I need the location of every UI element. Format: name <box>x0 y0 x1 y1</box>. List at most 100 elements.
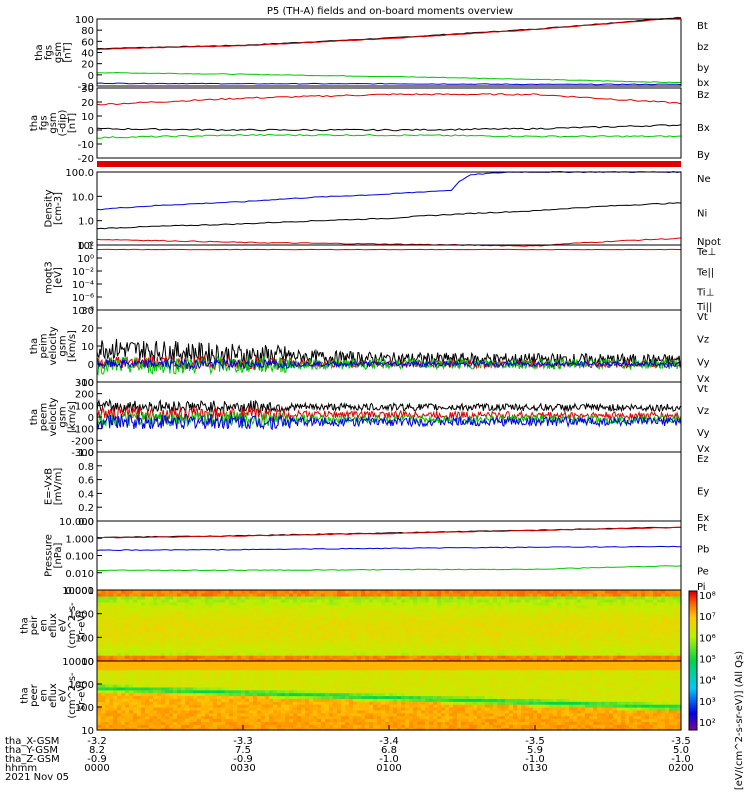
panel-9-cell <box>557 610 562 615</box>
panel-9-cell <box>409 604 414 609</box>
panel-9-cell <box>185 658 190 662</box>
panel-9-cell <box>657 619 662 624</box>
panel-9-cell <box>353 592 358 597</box>
panel-9-cell <box>593 622 598 627</box>
panel-9-cell <box>373 652 378 656</box>
panel-10-cell <box>265 684 270 688</box>
panel-9-cell <box>497 598 502 603</box>
panel-10-cell <box>289 684 294 688</box>
panel-9-cell <box>189 646 194 650</box>
panel-9-cell <box>477 634 482 638</box>
panel-9-cell <box>301 601 306 606</box>
panel-9-cell <box>201 640 206 644</box>
panel-9-cell <box>413 613 418 618</box>
panel-9-cell <box>581 646 586 650</box>
panel-10-cell <box>145 721 150 725</box>
panel-9-cell <box>485 649 490 653</box>
panel-10-cell <box>101 672 106 676</box>
panel-10-cell <box>269 681 274 685</box>
panel-10-cell <box>269 684 274 688</box>
panel-10-cell <box>225 689 230 694</box>
panel-10-cell <box>161 695 166 699</box>
panel-9-cell <box>445 658 450 662</box>
panel-10-cell <box>173 684 178 688</box>
panel-9-cell <box>521 637 526 641</box>
panel-9-cell <box>169 619 174 624</box>
panel-9-cell <box>205 590 210 594</box>
panel-10-cell <box>177 663 182 668</box>
panel-10-cell <box>117 684 122 688</box>
panel-10-cell <box>137 672 142 676</box>
panel-9-cell <box>209 619 214 624</box>
panel-9-cell <box>649 646 654 650</box>
panel-9-cell <box>529 604 534 609</box>
panel-9-cell <box>601 622 606 627</box>
panel-9-cell <box>273 625 278 630</box>
panel-9-cell <box>585 652 590 656</box>
panel-9-cell <box>101 622 106 627</box>
panel-9-cell <box>673 610 678 615</box>
panel-9-cell <box>289 592 294 597</box>
y-tick-label: -300 <box>71 448 94 459</box>
panel-9-cell <box>197 640 202 644</box>
panel-9-cell <box>109 604 114 609</box>
panel-9-cell <box>441 601 446 606</box>
panel-10-cell <box>269 666 274 671</box>
panel-10-cell <box>133 715 138 720</box>
panel-10-cell <box>169 721 174 725</box>
panel-9-cell <box>497 590 502 594</box>
panel-9-cell <box>489 592 494 597</box>
panel-10-cell <box>165 698 170 702</box>
panel-9-cell <box>293 595 298 600</box>
panel-9-cell <box>385 643 390 647</box>
panel-9-cell <box>477 590 482 594</box>
panel-9-cell <box>257 622 262 627</box>
panel-9-cell <box>177 595 182 600</box>
panel-9-cell <box>293 607 298 612</box>
panel-9-cell <box>613 625 618 630</box>
panel-9-cell <box>253 598 258 603</box>
panel-9-cell <box>573 643 578 647</box>
panel-10-cell <box>161 689 166 694</box>
panel-9-cell <box>309 610 314 615</box>
panel-10-cell <box>273 661 278 665</box>
panel-9-cell <box>573 649 578 653</box>
panel-9-cell <box>249 610 254 615</box>
panel-9-cell <box>117 595 122 600</box>
panel-9-cell <box>513 610 518 615</box>
panel-9-cell <box>525 631 530 635</box>
panel-9-cell <box>621 613 626 618</box>
panel-9-cell <box>481 610 486 615</box>
panel-9-cell <box>613 637 618 641</box>
panel-9-cell <box>609 631 614 635</box>
panel-9-cell <box>221 631 226 635</box>
panel-10-cell <box>153 663 158 668</box>
panel-9-cell <box>573 616 578 621</box>
panel-9-cell <box>345 646 350 650</box>
panel-10-cell <box>125 684 130 688</box>
panel-9-cell <box>621 655 626 659</box>
panel-10-cell <box>101 689 106 694</box>
panel-9-cell <box>593 628 598 633</box>
panel-10-cell <box>253 663 258 668</box>
panel-10-cell <box>241 684 246 688</box>
panel-10-cell <box>281 661 286 665</box>
panel-9-cell <box>269 631 274 635</box>
panel-9-cell <box>425 634 430 638</box>
panel-10-cell <box>241 718 246 722</box>
panel-9-cell <box>517 592 522 597</box>
panel-10-cell <box>193 672 198 676</box>
panel-9-cell <box>277 616 282 621</box>
panel-9-cell <box>601 610 606 615</box>
panel-10-cell <box>301 689 306 694</box>
panel-9-cell <box>493 592 498 597</box>
panel-9-cell <box>229 637 234 641</box>
panel-10-cell <box>269 698 274 702</box>
panel-10-cell <box>209 712 214 717</box>
panel-9-cell <box>117 646 122 650</box>
panel-9-cell <box>313 658 318 662</box>
panel-9-cell <box>601 625 606 630</box>
panel-9-cell <box>189 631 194 635</box>
y-tick-label: 20 <box>81 60 94 71</box>
panel-10-cell <box>289 727 294 731</box>
